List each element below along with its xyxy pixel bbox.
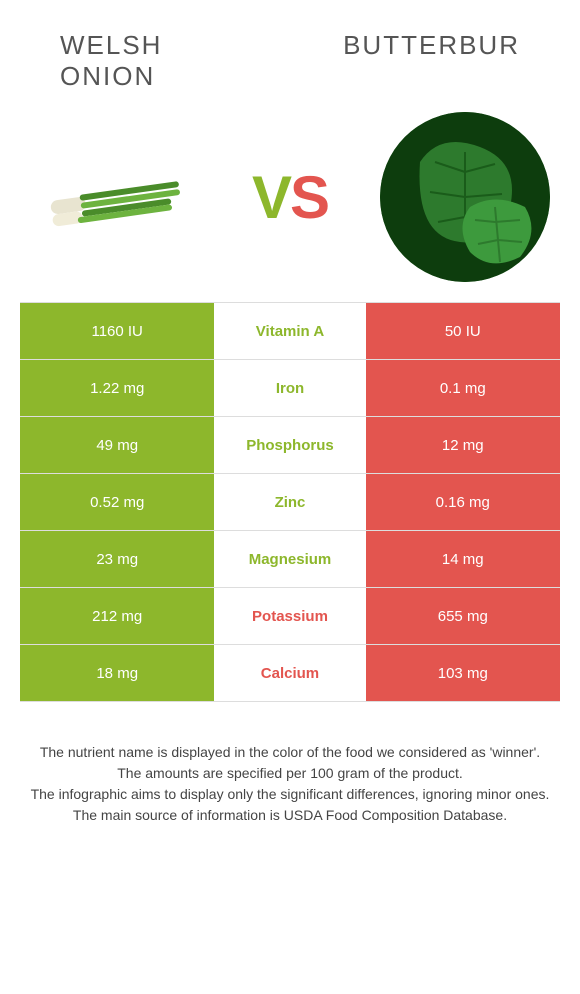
table-row: 18 mgCalcium103 mg [20, 645, 560, 702]
left-value-cell: 1160 IU [20, 303, 214, 359]
nutrient-name-cell: Zinc [214, 474, 365, 530]
left-value-cell: 0.52 mg [20, 474, 214, 530]
footer-line: The main source of information is USDA F… [20, 805, 560, 826]
right-value-cell: 50 IU [366, 303, 560, 359]
nutrient-name-cell: Potassium [214, 588, 365, 644]
left-food-title: Welsh onion [60, 30, 162, 92]
table-row: 23 mgMagnesium14 mg [20, 531, 560, 588]
left-value-cell: 49 mg [20, 417, 214, 473]
table-row: 1160 IUVitamin A50 IU [20, 303, 560, 360]
vs-label: VS [252, 163, 328, 232]
nutrient-name-cell: Phosphorus [214, 417, 365, 473]
right-value-cell: 103 mg [366, 645, 560, 701]
nutrient-name-cell: Calcium [214, 645, 365, 701]
header: Welsh onion Butterbur [0, 0, 580, 102]
left-value-cell: 212 mg [20, 588, 214, 644]
nutrient-table: 1160 IUVitamin A50 IU1.22 mgIron0.1 mg49… [20, 302, 560, 702]
right-food-name: Butterbur [343, 30, 520, 60]
table-row: 49 mgPhosphorus12 mg [20, 417, 560, 474]
vs-s: S [290, 164, 328, 231]
right-food-image [380, 112, 550, 282]
left-food-name-line1: Welsh onion [60, 30, 162, 91]
right-value-cell: 14 mg [366, 531, 560, 587]
nutrient-name-cell: Magnesium [214, 531, 365, 587]
nutrient-name-cell: Iron [214, 360, 365, 416]
right-value-cell: 655 mg [366, 588, 560, 644]
footer-notes: The nutrient name is displayed in the co… [0, 702, 580, 846]
footer-line: The amounts are specified per 100 gram o… [20, 763, 560, 784]
table-row: 212 mgPotassium655 mg [20, 588, 560, 645]
vs-row: VS [0, 102, 580, 302]
left-value-cell: 18 mg [20, 645, 214, 701]
right-value-cell: 0.16 mg [366, 474, 560, 530]
left-value-cell: 23 mg [20, 531, 214, 587]
right-value-cell: 0.1 mg [366, 360, 560, 416]
left-value-cell: 1.22 mg [20, 360, 214, 416]
nutrient-name-cell: Vitamin A [214, 303, 365, 359]
footer-line: The nutrient name is displayed in the co… [20, 742, 560, 763]
right-food-title: Butterbur [343, 30, 520, 92]
left-food-image [30, 112, 200, 282]
table-row: 0.52 mgZinc0.16 mg [20, 474, 560, 531]
vs-v: V [252, 164, 290, 231]
table-row: 1.22 mgIron0.1 mg [20, 360, 560, 417]
footer-line: The infographic aims to display only the… [20, 784, 560, 805]
right-value-cell: 12 mg [366, 417, 560, 473]
